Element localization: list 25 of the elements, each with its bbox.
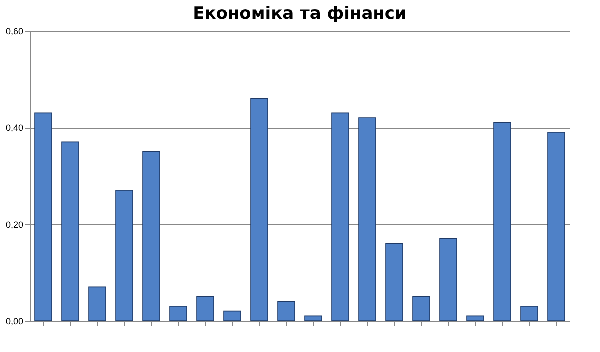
bar — [116, 190, 134, 322]
bar — [170, 306, 188, 322]
bar — [466, 316, 484, 322]
bar — [440, 238, 458, 322]
bar — [224, 310, 242, 322]
bar — [196, 296, 214, 322]
bar — [520, 306, 538, 322]
y-tick-label: 0,60 — [6, 26, 24, 36]
y-tick-label: 0,40 — [6, 123, 24, 134]
bar — [494, 122, 512, 322]
bar — [332, 112, 350, 322]
bar — [412, 296, 430, 322]
bar — [386, 243, 404, 322]
bar — [142, 151, 160, 322]
bar — [548, 132, 566, 322]
bar — [358, 118, 376, 322]
y-tick-label: 0,20 — [6, 220, 24, 230]
bar — [62, 142, 80, 322]
chart-title: Економіка та фінанси — [193, 4, 407, 24]
bar — [250, 98, 268, 322]
bar — [34, 112, 52, 322]
y-tick-label: 0,00 — [6, 316, 24, 326]
bar — [88, 286, 106, 322]
bar — [304, 316, 322, 322]
bar — [278, 301, 296, 322]
